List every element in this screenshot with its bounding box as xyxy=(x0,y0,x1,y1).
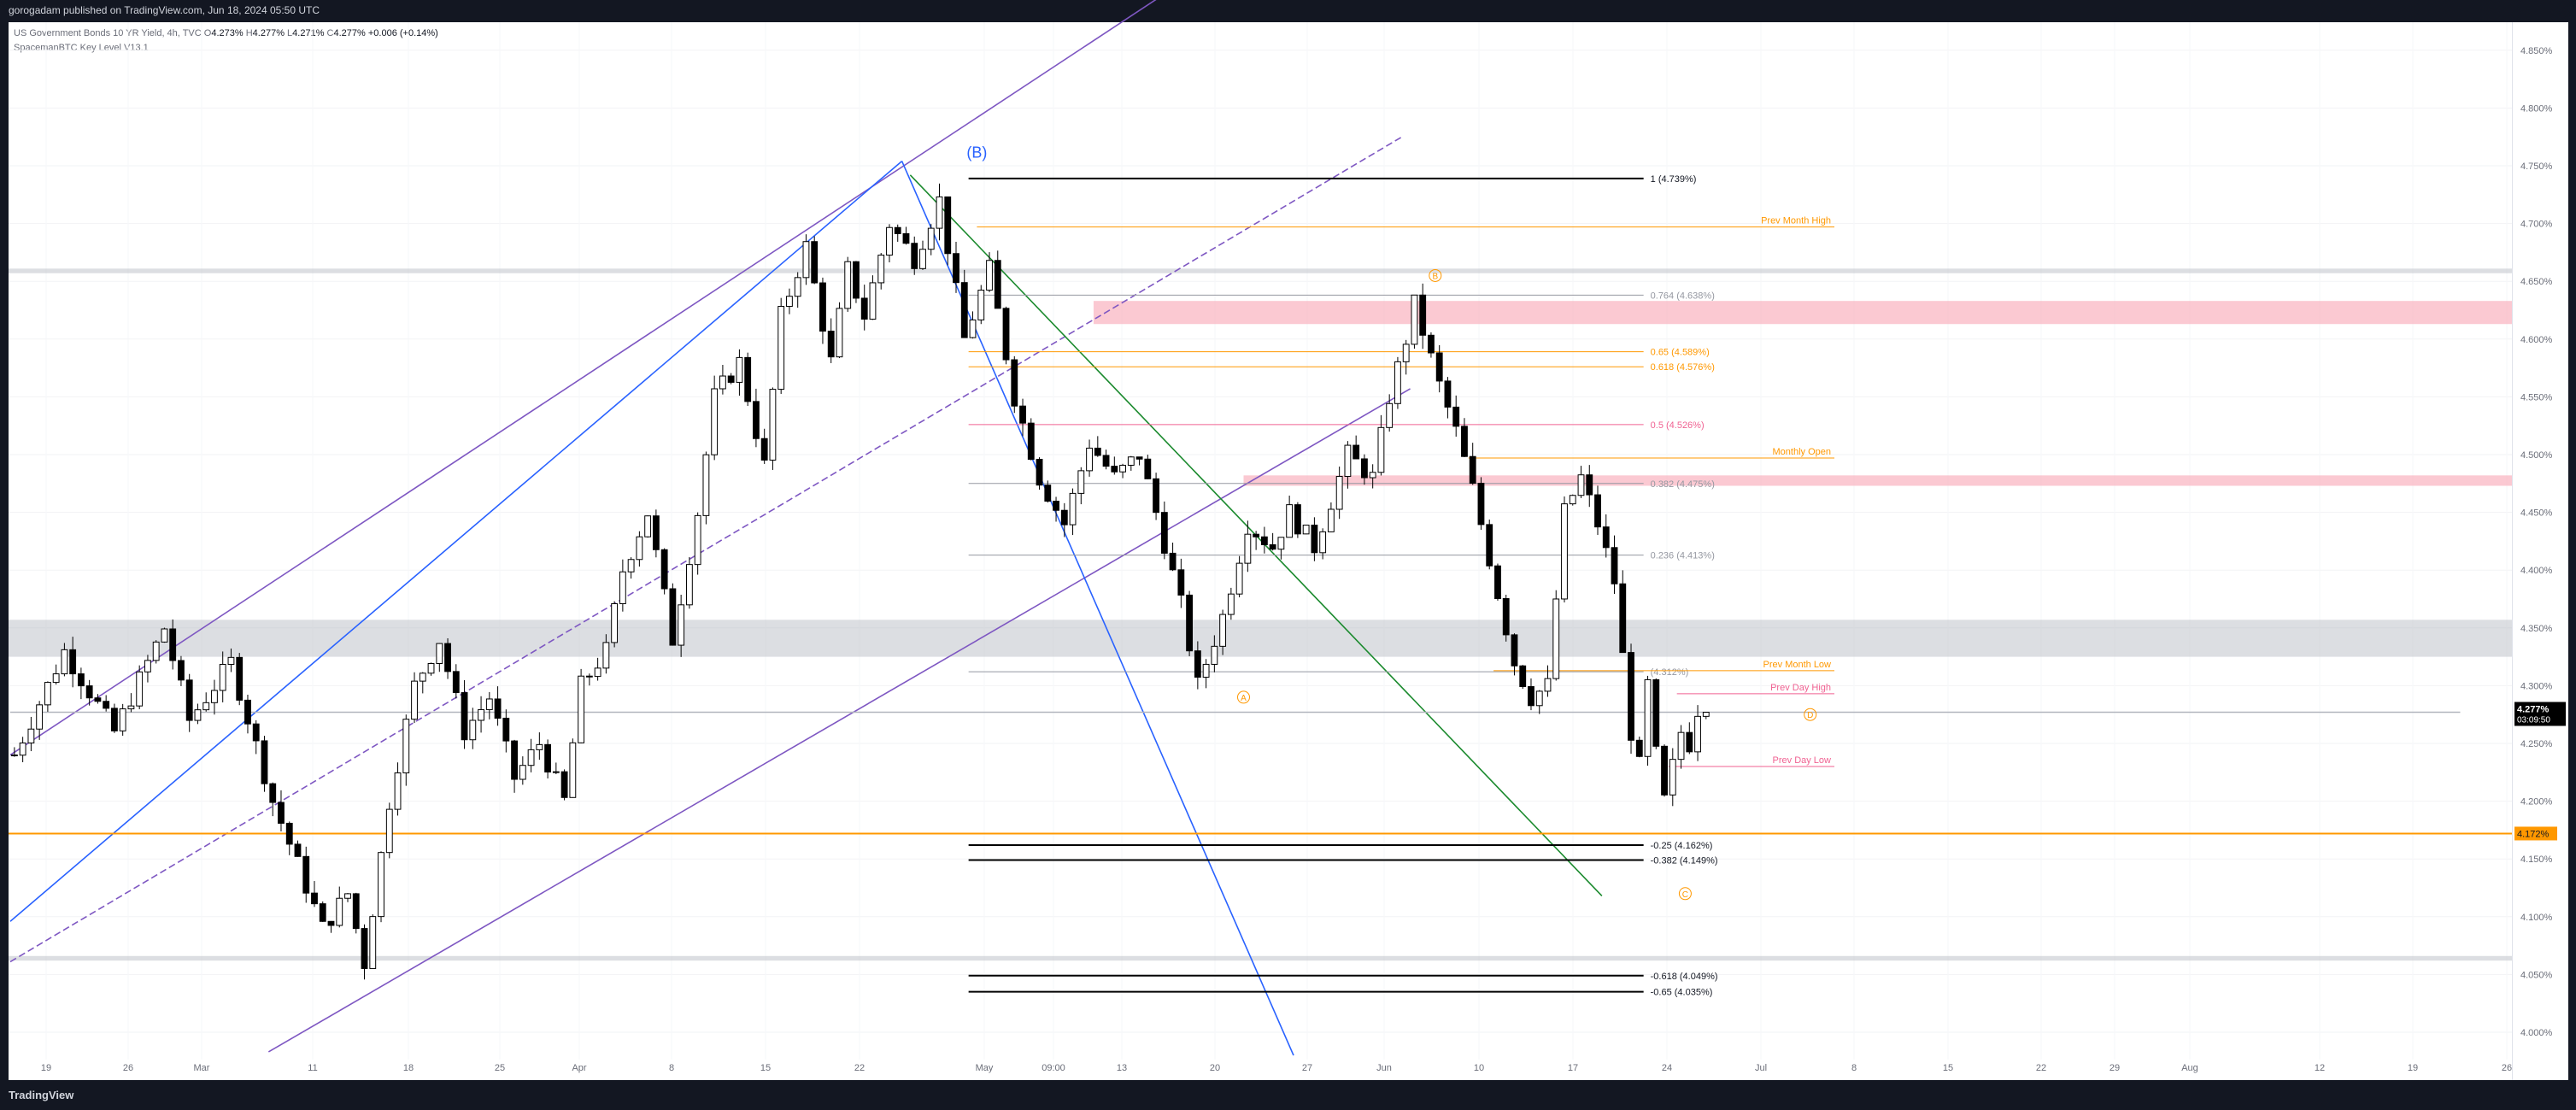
chart-pane[interactable] xyxy=(9,22,2512,1080)
footer-bar: TradingView xyxy=(0,1080,2576,1110)
publish-bar: gorogadam published on TradingView.com, … xyxy=(0,0,2576,22)
legend-close-label: C xyxy=(326,28,334,38)
legend-low: 4.271% xyxy=(292,28,325,38)
legend-row: US Government Bonds 10 YR Yield, 4h, TVC… xyxy=(14,26,438,41)
publish-text: gorogadam published on TradingView.com, … xyxy=(9,4,320,16)
legend-indicator: SpacemanBTC Key Level V13.1 xyxy=(14,43,149,53)
legend-high-label: H xyxy=(245,28,253,38)
legend-high: 4.277% xyxy=(252,28,285,38)
legend-close: 4.277% xyxy=(333,28,366,38)
legend-open: 4.273% xyxy=(211,28,244,38)
legend: US Government Bonds 10 YR Yield, 4h, TVC… xyxy=(14,26,438,56)
legend-symbol: US Government Bonds 10 YR Yield, 4h, TVC xyxy=(14,28,202,38)
price-scale[interactable] xyxy=(2512,22,2568,1080)
tradingview-logo: TradingView xyxy=(9,1089,74,1101)
legend-change: +0.006 (+0.14%) xyxy=(367,28,438,38)
